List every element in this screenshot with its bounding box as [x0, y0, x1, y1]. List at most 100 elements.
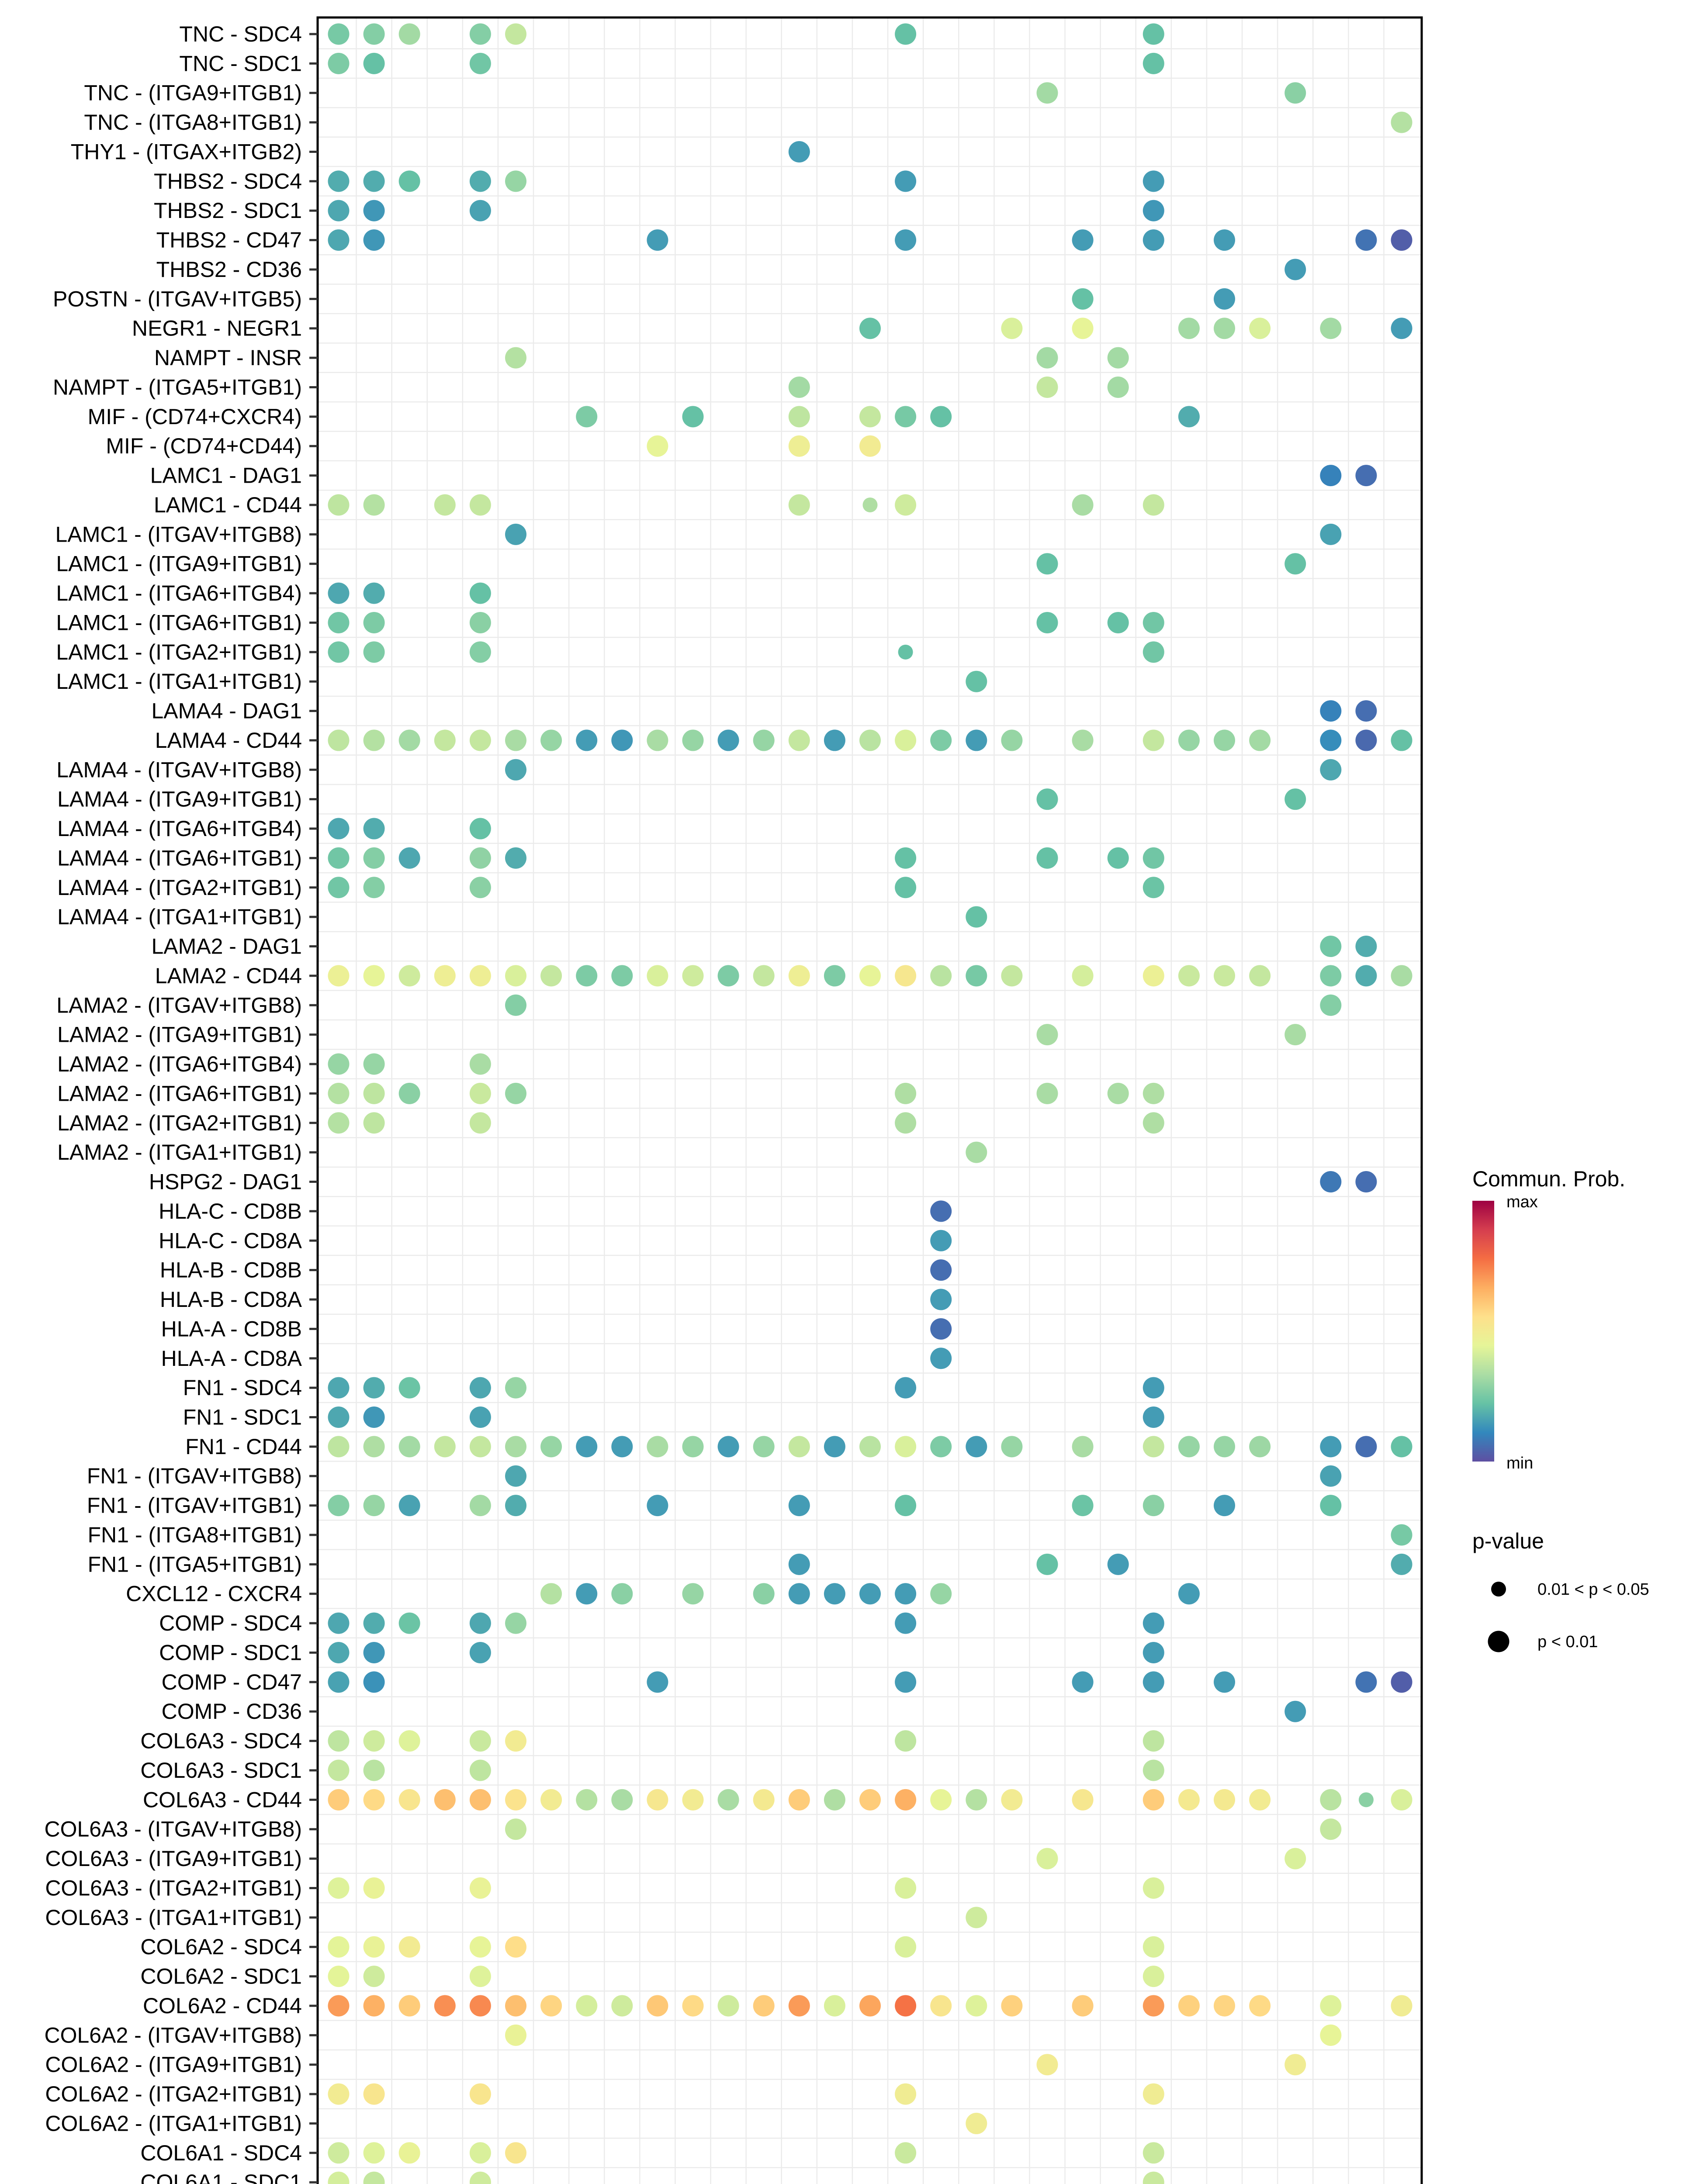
data-point	[895, 1495, 917, 1517]
data-point	[895, 2083, 917, 2105]
y-tick-label: HLA-B - CD8B	[160, 1258, 302, 1282]
data-point	[966, 965, 987, 987]
data-point	[1391, 111, 1413, 133]
data-point	[1355, 229, 1377, 251]
data-point	[363, 1966, 385, 1987]
data-point	[328, 965, 350, 987]
y-tick-label: FN1 - SDC4	[183, 1375, 302, 1400]
data-point	[1249, 1436, 1271, 1458]
data-point	[1249, 1789, 1271, 1811]
data-point	[505, 23, 526, 45]
data-point	[1391, 1436, 1413, 1458]
data-point	[966, 906, 987, 928]
data-point	[682, 406, 704, 428]
data-point	[469, 52, 491, 74]
pvalue-legend-small-dot	[1491, 1582, 1506, 1597]
colorbar-min-label: min	[1506, 1454, 1533, 1472]
pvalue-legend-label-small: 0.01 < p < 0.05	[1537, 1580, 1649, 1599]
y-tick-label: THY1 - (ITGAX+ITGB2)	[71, 139, 302, 164]
data-point	[505, 1495, 526, 1517]
data-point	[1355, 465, 1377, 487]
data-point	[788, 729, 810, 751]
data-point	[895, 965, 917, 987]
data-point	[647, 1495, 668, 1517]
data-point	[363, 641, 385, 663]
data-point	[328, 1112, 350, 1134]
data-point	[1072, 229, 1094, 251]
data-point	[1143, 1789, 1164, 1811]
data-point	[1143, 847, 1164, 869]
data-point	[469, 1995, 491, 2017]
data-point	[363, 23, 385, 45]
data-point	[1107, 347, 1129, 369]
data-point	[930, 1348, 952, 1369]
y-tick-label: LAMA4 - DAG1	[151, 699, 302, 723]
data-point	[1178, 406, 1200, 428]
data-point	[363, 52, 385, 74]
data-point	[753, 1583, 775, 1605]
data-point	[469, 1936, 491, 1958]
y-tick-label: COL6A1 - SDC4	[140, 2141, 302, 2165]
data-point	[434, 1436, 456, 1458]
data-point	[788, 376, 810, 398]
y-tick-label: HLA-B - CD8A	[160, 1287, 302, 1312]
data-point	[1320, 1818, 1342, 1840]
data-point	[1284, 2054, 1306, 2076]
y-tick-label: THBS2 - SDC4	[154, 169, 302, 194]
data-point	[576, 965, 598, 987]
data-point	[1143, 494, 1164, 516]
data-point	[363, 2142, 385, 2164]
y-tick-label: HLA-A - CD8B	[161, 1317, 302, 1341]
data-point	[647, 1789, 668, 1811]
data-point	[930, 1318, 952, 1340]
data-point	[1036, 1024, 1058, 1046]
data-point	[1284, 1024, 1306, 1046]
data-point	[469, 847, 491, 869]
data-point	[328, 23, 350, 45]
data-point	[895, 406, 917, 428]
data-point	[1072, 1789, 1094, 1811]
data-point	[540, 1995, 562, 2017]
data-point	[1320, 994, 1342, 1016]
data-point	[505, 1082, 526, 1104]
data-point	[1143, 1612, 1164, 1634]
data-point	[363, 1082, 385, 1104]
data-point	[469, 1759, 491, 1781]
data-point	[1391, 965, 1413, 987]
data-point	[717, 1995, 739, 2017]
data-point	[328, 847, 350, 869]
data-point	[682, 1436, 704, 1458]
data-point	[859, 1436, 881, 1458]
data-point	[1036, 788, 1058, 810]
data-point	[930, 965, 952, 987]
data-point	[788, 1553, 810, 1575]
y-tick-label: HSPG2 - DAG1	[149, 1170, 302, 1194]
data-point	[1036, 612, 1058, 633]
data-point	[576, 1583, 598, 1605]
data-point	[1320, 700, 1342, 722]
data-point	[859, 1789, 881, 1811]
data-point	[1036, 82, 1058, 104]
panel-grid	[318, 17, 1422, 2184]
data-point	[363, 729, 385, 751]
data-point	[1072, 729, 1094, 751]
data-point	[859, 965, 881, 987]
data-point	[647, 729, 668, 751]
data-point	[1143, 1436, 1164, 1458]
data-point	[1143, 612, 1164, 633]
data-point	[1355, 965, 1377, 987]
data-point	[930, 1230, 952, 1251]
data-point	[895, 1612, 917, 1634]
data-point	[1178, 1995, 1200, 2017]
data-point	[469, 612, 491, 633]
data-point	[930, 1789, 952, 1811]
data-point	[1143, 965, 1164, 987]
data-point	[434, 1789, 456, 1811]
data-point	[1107, 1553, 1129, 1575]
data-point	[363, 612, 385, 633]
y-tick-label: FN1 - CD44	[185, 1434, 302, 1459]
data-point	[363, 1112, 385, 1134]
data-point	[469, 1789, 491, 1811]
y-tick-label: LAMA4 - (ITGA1+ITGB1)	[57, 905, 302, 929]
